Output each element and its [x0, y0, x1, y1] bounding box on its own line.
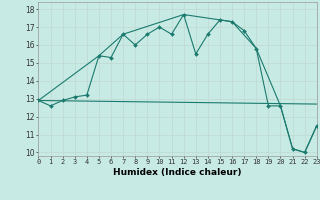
X-axis label: Humidex (Indice chaleur): Humidex (Indice chaleur): [113, 168, 242, 177]
